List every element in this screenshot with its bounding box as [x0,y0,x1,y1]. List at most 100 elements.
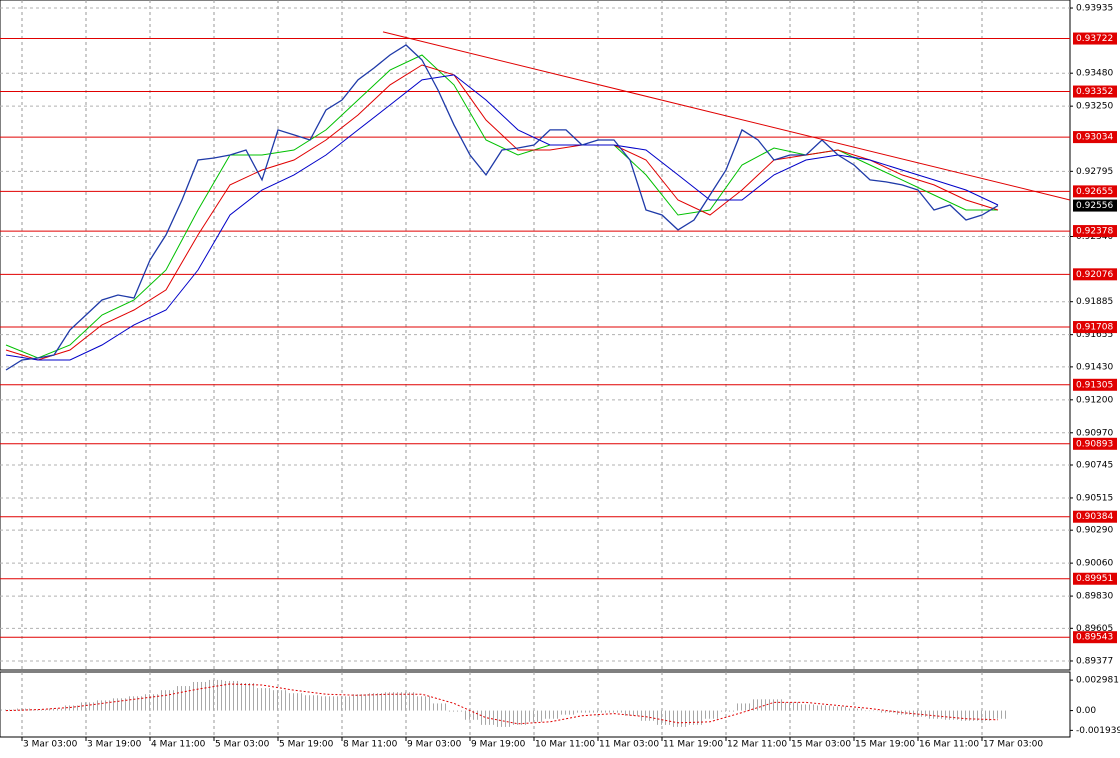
histogram-bar [382,692,398,711]
histogram-bar [702,710,718,719]
histogram-bar [222,680,238,711]
y-tick-label: 0.002981 [1076,676,1119,686]
histogram-bar [734,703,750,711]
moving-average [5,54,998,359]
level-label-box [1073,131,1117,144]
price-line [5,44,999,371]
histogram-bar [862,710,878,712]
histogram-bar [414,696,430,711]
histogram-bar [318,696,334,711]
current-price-label: 0.92556 [1076,201,1113,211]
histogram-bar [110,698,126,711]
histogram-bar [286,693,302,711]
x-tick-label: 9 Mar 19:00 [471,740,526,750]
y-tick-label: 0.91655 [1076,330,1113,340]
x-tick-label: 3 Mar 19:00 [87,740,142,750]
histogram-bar [142,694,158,711]
indicator-panel-frame [0,671,1071,738]
level-label: 0.89543 [1076,633,1113,643]
histogram-bar [574,710,590,713]
current-price-box [1073,199,1117,212]
x-tick-label: 16 Mar 11:00 [919,740,979,750]
level-label-box [1073,225,1117,238]
y-tick-label: 0.92795 [1076,167,1113,177]
level-label-box [1073,185,1117,198]
y-tick-label: 0.93250 [1076,102,1113,112]
trend-line [382,31,1071,201]
x-tick-label: 4 Mar 11:00 [151,740,206,750]
y-tick-label: 0.89605 [1076,624,1113,634]
histogram-bar [254,688,270,711]
histogram-bar [190,681,206,711]
level-label-box [1073,268,1117,281]
level-label: 0.92378 [1076,227,1113,237]
histogram-bar [350,694,366,711]
histogram-bar [78,702,94,711]
level-label-box [1073,378,1117,391]
histogram-bar [510,710,526,725]
histogram-bar [430,703,446,711]
y-tick-label: 0.91430 [1076,362,1113,372]
y-tick-label: 0.93480 [1076,69,1113,79]
y-tick-label: -0.001939 [1076,726,1120,736]
level-label-box [1073,572,1117,585]
x-tick-label: 5 Mar 19:00 [279,740,334,750]
histogram-bar [622,710,638,716]
level-label: 0.93034 [1076,133,1113,143]
y-tick-label: 0.93935 [1076,4,1113,14]
histogram-bar [878,710,894,713]
histogram-bar [766,699,782,711]
level-label: 0.93352 [1076,87,1113,97]
x-tick-label: 5 Mar 03:00 [215,740,270,750]
y-tick-label: 0.00 [1076,706,1096,716]
level-label-box [1073,437,1117,450]
x-tick-label: 17 Mar 03:00 [983,740,1043,750]
histogram-bar [798,704,814,711]
histogram-bar [526,710,542,722]
level-label: 0.92076 [1076,270,1113,280]
histogram-bar [814,705,830,711]
histogram-bar [718,710,734,712]
histogram-bar [14,708,30,711]
histogram-bar [174,686,190,711]
histogram-bar [398,692,414,711]
histogram-bar [462,710,478,720]
level-label: 0.92655 [1076,187,1113,197]
histogram-bar [46,708,62,711]
level-label-box [1073,321,1117,334]
level-label: 0.93722 [1076,34,1113,44]
level-label-box [1073,510,1117,523]
histogram-bar [638,710,654,721]
histogram-bar [910,710,926,717]
y-tick-label: 0.89830 [1076,592,1113,602]
histogram-bar [334,696,350,711]
x-tick-label: 12 Mar 11:00 [727,740,787,750]
x-tick-label: 15 Mar 19:00 [855,740,915,750]
histogram-bar [926,710,942,719]
histogram-bar [974,710,990,721]
level-label-box [1073,32,1117,45]
histogram-bar [0,709,14,711]
level-label: 0.91305 [1076,380,1113,390]
histogram-bar [158,690,174,711]
level-label: 0.89951 [1076,574,1113,584]
histogram-bar [238,683,254,711]
y-tick-label: 0.90515 [1076,493,1113,503]
x-tick-label: 3 Mar 03:00 [23,740,78,750]
histogram-bar [478,710,494,725]
y-tick-label: 0.91200 [1076,395,1113,405]
level-label-box [1073,631,1117,644]
x-tick-label: 8 Mar 11:00 [343,740,398,750]
y-tick-label: 0.90290 [1076,526,1113,536]
histogram-bar [942,710,958,720]
level-label-box [1073,85,1117,98]
level-label: 0.91708 [1076,323,1113,333]
histogram-bar [606,710,622,713]
y-tick-label: 0.90970 [1076,428,1113,438]
histogram-bar [846,708,862,711]
y-tick-label: 0.91885 [1076,297,1113,307]
level-label: 0.90893 [1076,439,1113,449]
histogram-bar [670,710,686,727]
